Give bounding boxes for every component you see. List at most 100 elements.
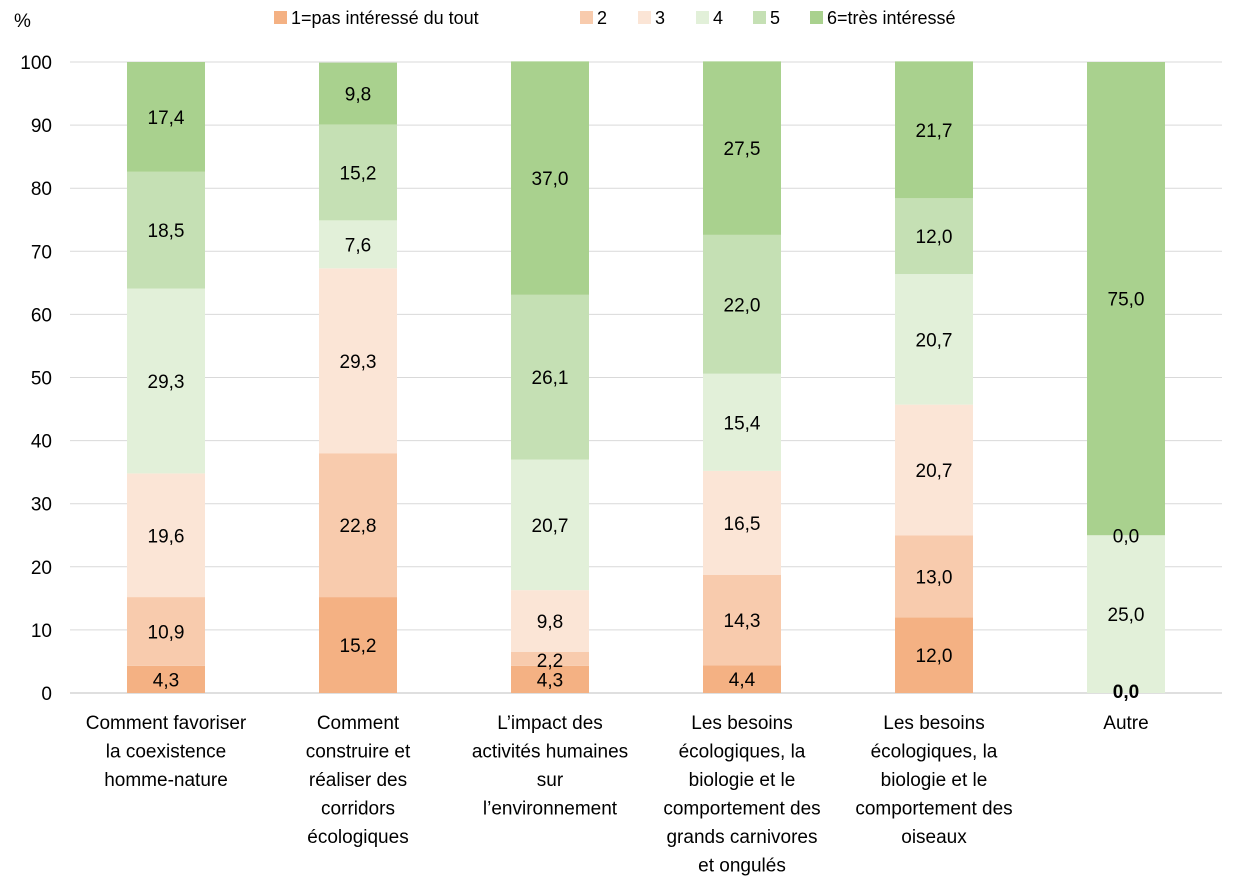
category-label-2: Comment construire et réaliser des corridor… (306, 713, 411, 848)
data-label: 9,8 (345, 85, 371, 106)
bar-segment (127, 288, 205, 474)
y-tick-label: 10 (31, 621, 52, 642)
data-label: 13,0 (916, 567, 953, 588)
data-label: 4,4 (729, 670, 756, 691)
y-tick-label: 100 (20, 53, 52, 74)
y-tick-label: 80 (31, 179, 52, 200)
data-label: 22,8 (340, 516, 377, 537)
legend-swatch-4 (696, 11, 709, 24)
bar-segment (511, 459, 589, 591)
legend-swatch-2 (580, 11, 593, 24)
data-label: 15,2 (340, 163, 377, 184)
data-label: 20,7 (916, 330, 953, 351)
bar-segment (703, 61, 781, 235)
bar-segment (127, 62, 205, 172)
data-label: 15,2 (340, 636, 377, 657)
data-label: 2,2 (537, 651, 563, 672)
bar-segment (511, 590, 589, 652)
bar-segment (703, 575, 781, 666)
category-label-1: Comment favoriser la coexistence homme-nat… (86, 713, 247, 791)
y-axis-label: % (14, 11, 31, 32)
legend-swatch-5 (753, 11, 766, 24)
legend-label-4: 4 (713, 8, 723, 28)
data-label: 4,3 (537, 670, 563, 691)
data-label: 10,9 (148, 622, 185, 643)
category-label-4: Les besoins écologiques, la biologie et le… (663, 713, 820, 877)
y-tick-label: 20 (31, 558, 52, 579)
y-tick-label: 50 (31, 369, 52, 390)
bar-segment (511, 651, 589, 666)
data-labels: 4,3 10,9 19,6 29,3 18,5 17,4 15,2 22,8 29,3 7,6 15… (148, 85, 1145, 703)
y-tick-label: 40 (31, 432, 52, 453)
x-axis-categories: Comment favoriser la coexistence homme-nat… (86, 713, 1149, 877)
bar-segment (895, 198, 973, 275)
bar-segment (319, 220, 397, 269)
data-label: 12,0 (916, 227, 953, 248)
data-label-zero: 0,0 (1113, 682, 1139, 703)
category-label-6: Autre (1103, 713, 1148, 734)
data-label: 9,8 (537, 612, 563, 633)
bar-segment (1087, 62, 1165, 536)
data-label: 7,6 (345, 235, 371, 256)
data-label: 12,0 (916, 646, 953, 667)
bars (127, 61, 1165, 693)
bar-segment (703, 665, 781, 693)
data-label: 75,0 (1108, 290, 1145, 311)
y-tick-label: 90 (31, 116, 52, 137)
bar-segment (127, 473, 205, 598)
bar-segment (703, 373, 781, 471)
data-label: 29,3 (148, 372, 185, 393)
data-label: 27,5 (724, 139, 761, 160)
bar-segment (319, 268, 397, 454)
data-label: 20,7 (532, 516, 569, 537)
data-label: 14,3 (724, 611, 761, 632)
data-label: 20,7 (916, 461, 953, 482)
bar-segment (511, 61, 589, 295)
legend-label-1-pas-interesse-du-tout: 1=pas intéressé du tout (291, 8, 479, 28)
legend-swatch-6-tres-interesse (810, 11, 823, 24)
data-label-zero: 0,0 (1113, 526, 1139, 547)
data-label: 37,0 (532, 169, 569, 190)
data-label: 22,0 (724, 295, 761, 316)
data-label: 16,5 (724, 514, 761, 535)
bar-segment (511, 294, 589, 460)
legend-label-2: 2 (597, 8, 607, 28)
y-tick-label: 0 (41, 684, 52, 705)
bar-segment (511, 665, 589, 693)
y-axis-ticks: 0 10 20 30 40 50 60 70 80 90 100 (20, 53, 52, 705)
bar-segment (319, 597, 397, 693)
category-label-3: L’impact des activités humaines sur l’envir… (472, 713, 628, 820)
data-label: 25,0 (1108, 605, 1145, 626)
bar-segment (127, 171, 205, 289)
y-tick-label: 30 (31, 495, 52, 516)
bar-segment (895, 535, 973, 618)
bar-segment (319, 453, 397, 598)
gridlines (70, 61, 1222, 694)
bar-segment (703, 234, 781, 374)
legend-swatch-1-pas-interesse-du-tout (274, 11, 287, 24)
bar-segment (703, 470, 781, 576)
bar-segment (319, 124, 397, 221)
bar-segment (895, 404, 973, 536)
bar-segment (895, 274, 973, 405)
y-tick-label: 70 (31, 242, 52, 263)
bar-segment (1087, 535, 1165, 693)
legend-label-3: 3 (655, 8, 665, 28)
data-label: 17,4 (148, 108, 185, 129)
data-label: 29,3 (340, 352, 377, 373)
bar-segment (895, 617, 973, 693)
bar-segment (127, 665, 205, 693)
data-label: 26,1 (532, 368, 569, 389)
bar-segment (319, 62, 397, 125)
bar-segment (127, 597, 205, 666)
legend-swatch-3 (638, 11, 651, 24)
bar-segment (895, 61, 973, 199)
data-label: 21,7 (916, 121, 953, 142)
legend-label-6-tres-interesse: 6=très intéressé (827, 8, 956, 28)
data-label: 19,6 (148, 526, 185, 547)
category-label-5: Les besoins écologiques, la biologie et le… (855, 713, 1012, 848)
y-tick-label: 60 (31, 305, 52, 326)
legend: 1=pas intéressé du tout 2 3 4 5 6=très intére… (274, 8, 956, 28)
data-label: 15,4 (724, 413, 761, 434)
